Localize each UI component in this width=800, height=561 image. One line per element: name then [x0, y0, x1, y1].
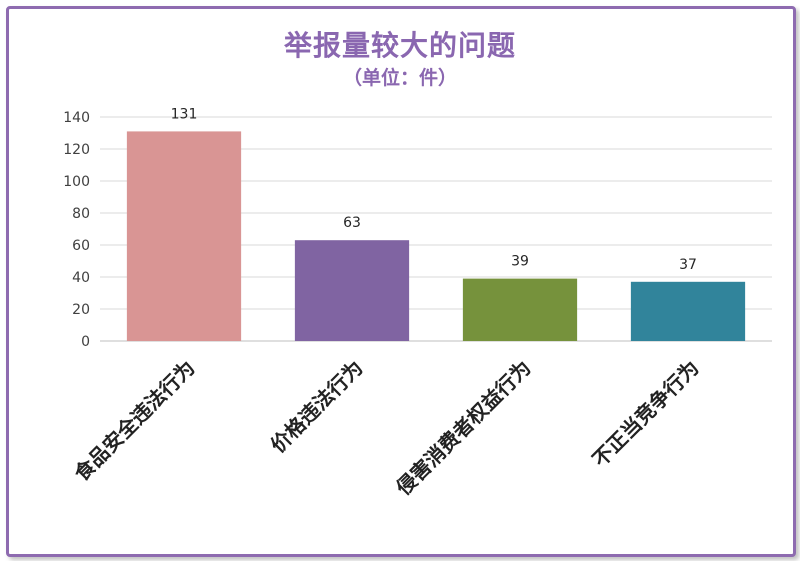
data-label: 37 — [679, 257, 697, 273]
bar — [126, 131, 242, 341]
category-label: 不正当竞争行为 — [588, 356, 704, 472]
y-tick-label: 100 — [63, 174, 90, 190]
y-tick-label: 40 — [72, 270, 90, 286]
y-tick-label: 80 — [72, 206, 90, 222]
bar — [294, 240, 410, 341]
bar — [630, 281, 746, 341]
data-label: 63 — [343, 215, 361, 231]
data-label: 131 — [171, 106, 198, 122]
bar — [462, 278, 578, 341]
category-label: 价格违法行为 — [266, 356, 368, 458]
chart-title: 举报量较大的问题 — [283, 29, 516, 62]
chart-subtitle: （单位：件） — [342, 67, 457, 89]
y-tick-label: 0 — [81, 334, 90, 350]
category-label: 侵害消费者权益行为 — [391, 356, 536, 501]
data-label: 39 — [511, 254, 529, 270]
y-tick-label: 60 — [72, 238, 90, 254]
category-label: 食品安全违法行为 — [69, 356, 199, 486]
y-tick-label: 120 — [63, 142, 90, 158]
y-tick-label: 140 — [63, 110, 90, 126]
y-tick-label: 20 — [72, 302, 90, 318]
